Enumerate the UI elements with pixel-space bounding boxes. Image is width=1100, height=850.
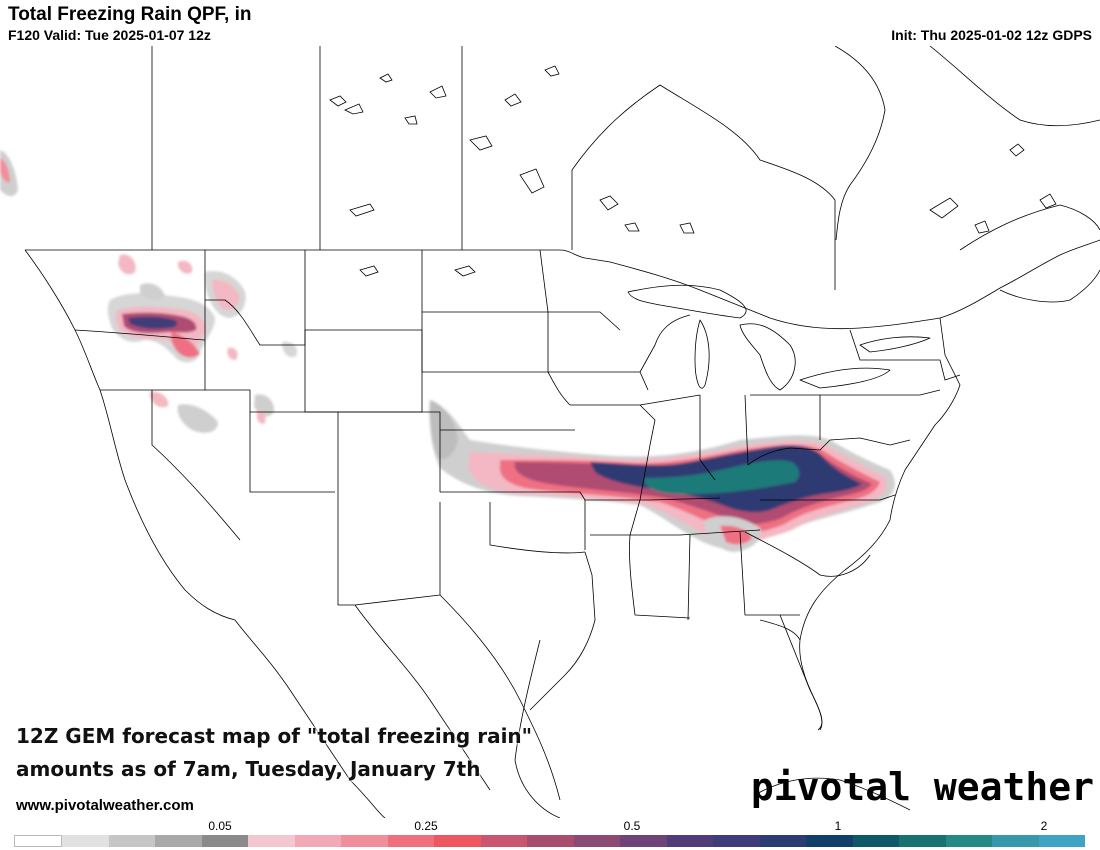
legend-tick: 1: [834, 819, 842, 833]
legend-swatch: [108, 835, 156, 847]
legend-swatch: [992, 835, 1039, 847]
legend-swatch: [1038, 835, 1086, 847]
legend-swatch: [248, 835, 295, 847]
legend-tick: 0.05: [208, 819, 232, 833]
freezing-rain-shading: [0, 150, 895, 552]
legend-swatch: [294, 835, 342, 847]
legend-swatch: [759, 835, 807, 847]
legend-swatch: [155, 835, 202, 847]
legend-swatch: [62, 835, 109, 847]
legend-ticks: 0.05 0.25 0.5 1 2: [0, 819, 1100, 833]
site-url[interactable]: www.pivotalweather.com: [16, 797, 194, 814]
caption-line-2: amounts as of 7am, Tuesday, January 7th: [16, 757, 481, 781]
legend-swatch: [14, 835, 63, 847]
legend-colorbar: [14, 835, 1086, 847]
legend-swatch: [434, 835, 481, 847]
legend-tick: 0.5: [623, 819, 641, 833]
legend-tick: 2: [1040, 819, 1048, 833]
init-time: Init: Thu 2025-01-02 12z GDPS: [891, 27, 1092, 43]
legend-swatch: [341, 835, 388, 847]
map-caption: 12Z GEM forecast map of "total freezing …: [16, 720, 532, 786]
forecast-map[interactable]: [0, 46, 1100, 818]
caption-line-1: 12Z GEM forecast map of "total freezing …: [16, 724, 533, 748]
map-svg: [0, 46, 1100, 818]
legend-swatch: [527, 835, 574, 847]
legend-tick: 0.25: [414, 819, 438, 833]
legend-swatch: [666, 835, 714, 847]
legend-swatch: [899, 835, 946, 847]
legend-swatch: [806, 835, 853, 847]
legend-swatch: [852, 835, 900, 847]
legend-swatch: [480, 835, 528, 847]
legend-swatch: [713, 835, 760, 847]
lake-outlines: [329, 65, 1057, 277]
map-header: Total Freezing Rain QPF, in F120 Valid: …: [0, 0, 1100, 46]
legend-swatch: [620, 835, 667, 847]
legend-swatch: [945, 835, 993, 847]
map-title: Total Freezing Rain QPF, in: [8, 4, 252, 25]
legend-swatch: [573, 835, 621, 847]
valid-time: F120 Valid: Tue 2025-01-07 12z: [8, 27, 211, 43]
legend-swatch: [201, 835, 249, 847]
legend-swatch: [387, 835, 435, 847]
state-borders: [24, 46, 1100, 818]
brand-logo: pivotal weather: [750, 765, 1094, 809]
